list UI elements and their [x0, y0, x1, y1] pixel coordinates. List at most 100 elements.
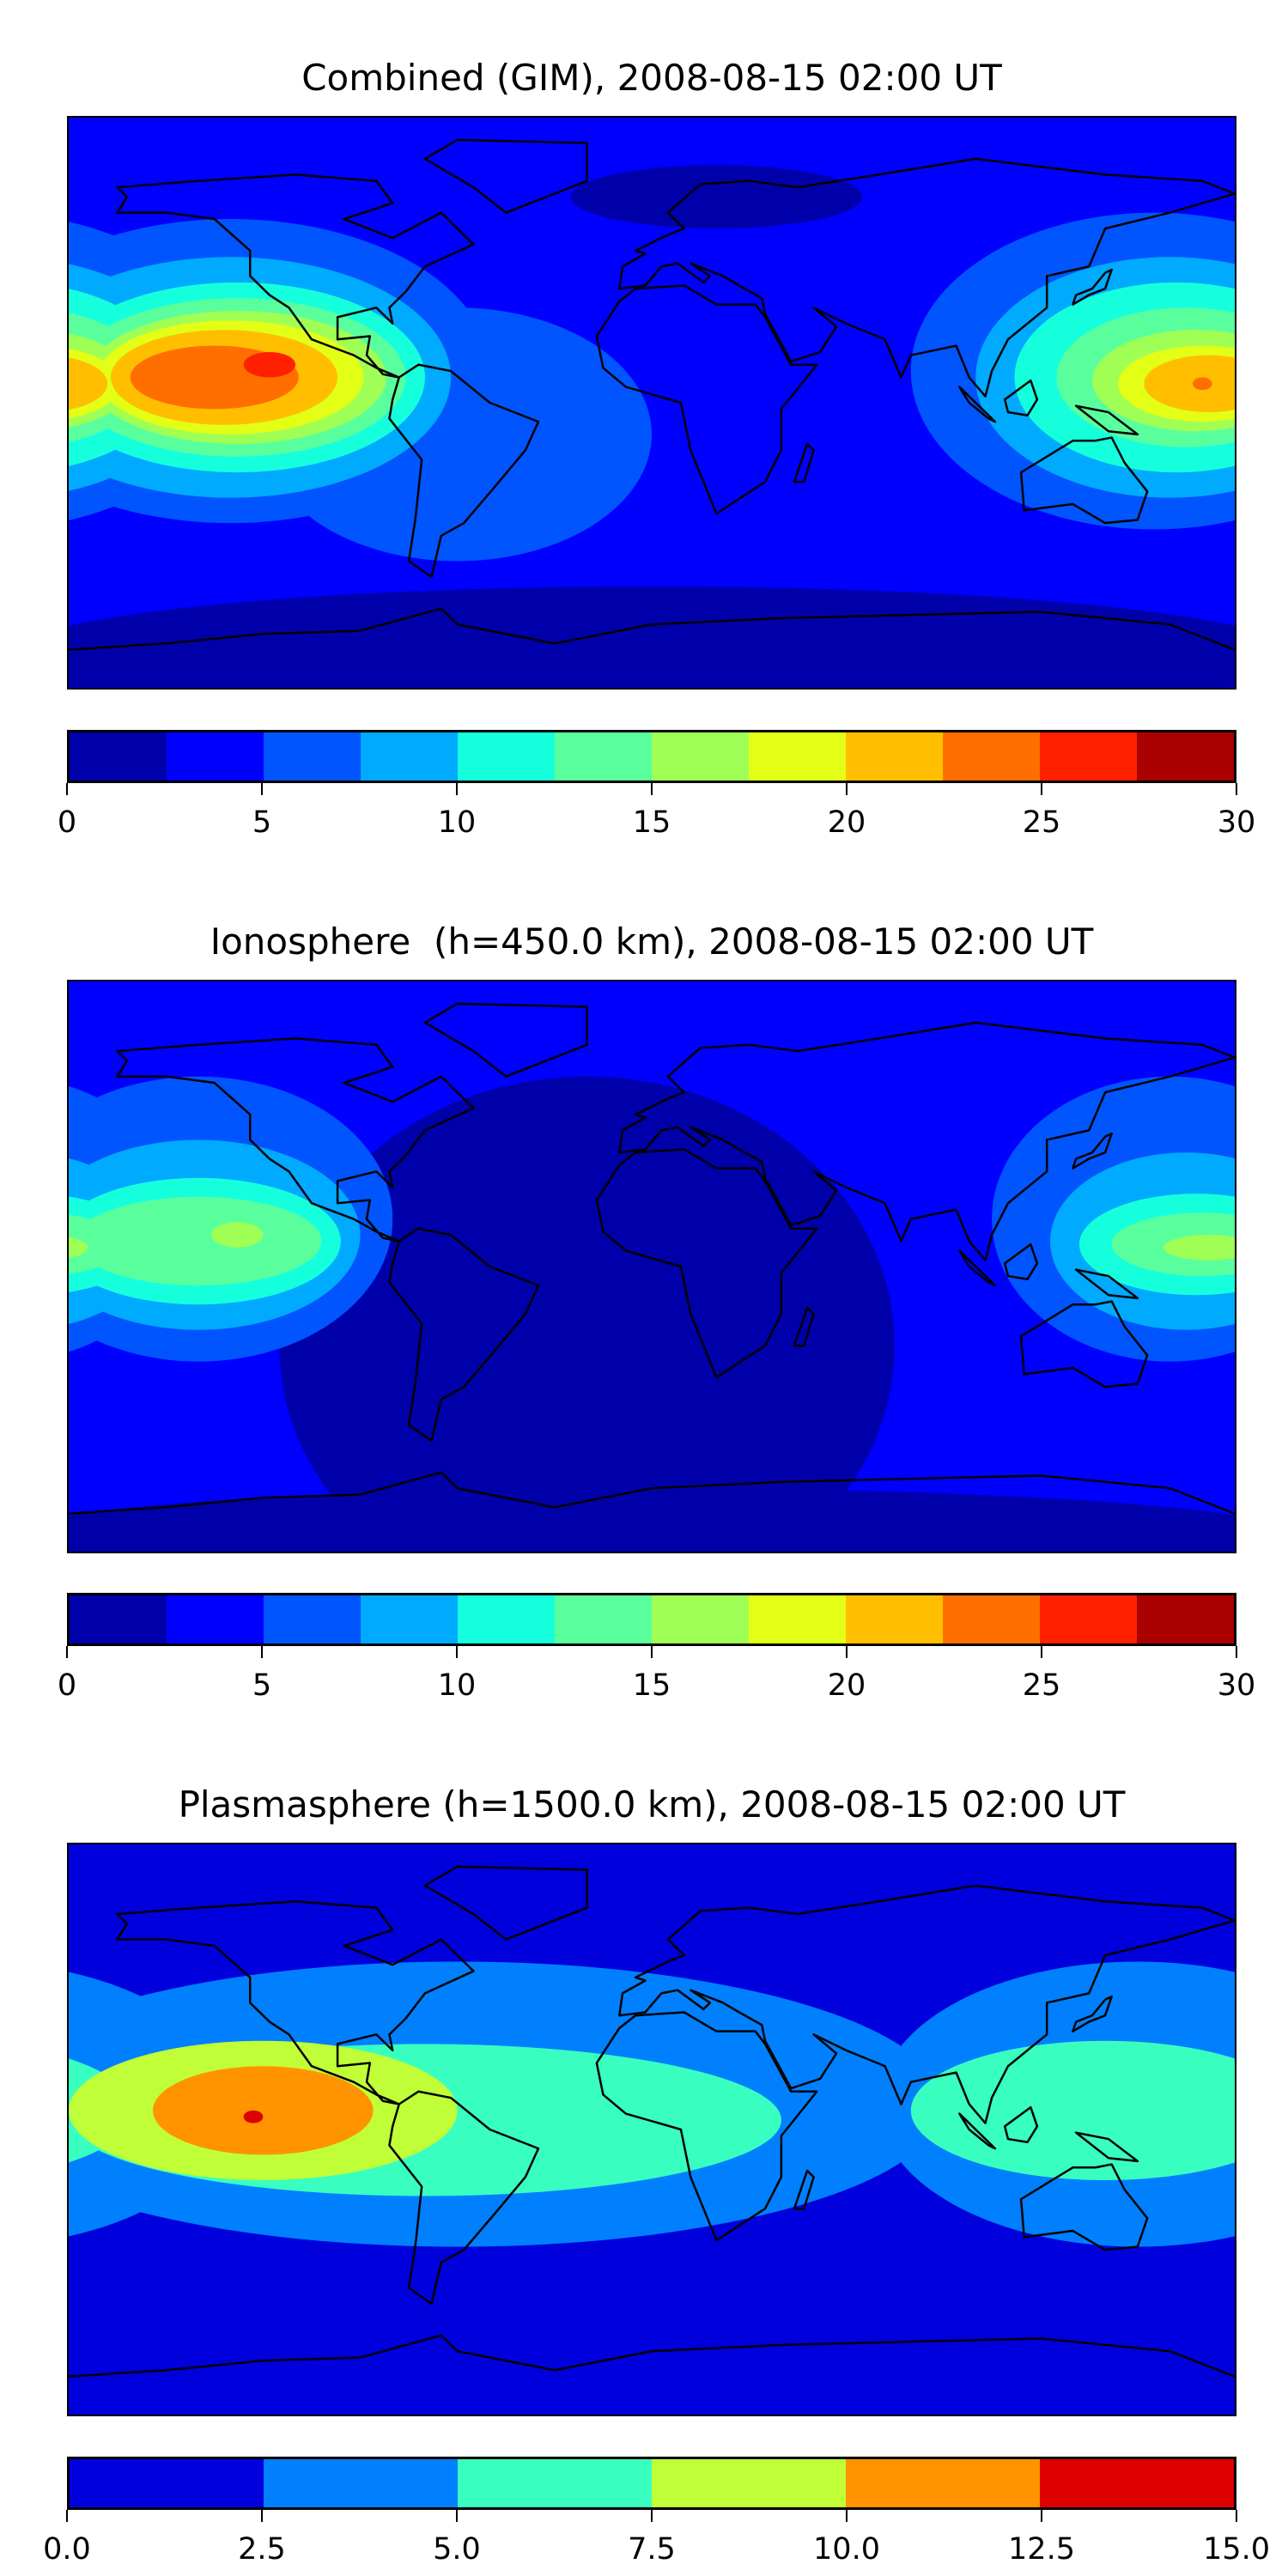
colorbar-segment [943, 1595, 1040, 1643]
coastline-japan [1072, 270, 1111, 305]
contour-region-level-6 [210, 1222, 264, 1248]
contour-region-level-6 [1163, 1235, 1235, 1261]
chart-title-combined: Combined (GIM), 2008-08-15 02:00 UT [301, 57, 1002, 99]
colorbar-segment [70, 2459, 264, 2507]
contour-region-level-5 [69, 1214, 127, 1274]
colorbar-segment [846, 732, 943, 781]
colorbar-segment [264, 1595, 361, 1643]
colorbar-tick [845, 783, 848, 795]
colorbar-tick [455, 1646, 458, 1658]
contour-region-level-5 [243, 2110, 264, 2123]
coastline-greenland [425, 140, 587, 213]
colorbar-segment [555, 1595, 652, 1643]
colorbar-ticks-combined: 0 5 10 15 20 25 30 [58, 783, 1255, 840]
coastline-australia [1021, 438, 1147, 524]
colorbar-segment [943, 732, 1040, 781]
coastline-japan [1072, 1996, 1111, 2032]
coastline-madagascar [794, 2171, 814, 2208]
coastline-new-guinea [1076, 2133, 1138, 2161]
colorbar-segment [652, 732, 749, 781]
coastline-borneo [1005, 1244, 1037, 1279]
map-plasmasphere [67, 1843, 1236, 2416]
colorbar-segment [70, 1595, 167, 1643]
coastline-africa [597, 2013, 817, 2241]
colorbar-segment [70, 732, 167, 781]
chart-title-plasmasphere: Plasmasphere (h=1500.0 km), 2008-08-15 0… [178, 1783, 1126, 1826]
colorbar-tick [845, 2510, 848, 2522]
coastline-south-america [389, 2092, 538, 2304]
colorbar-tick-label: 15 [632, 1668, 671, 1703]
colorbar-plasmasphere [67, 2457, 1236, 2510]
map-ionosphere [67, 980, 1236, 1553]
coastline-africa [597, 286, 817, 514]
colorbar-tick-label: 15 [632, 805, 671, 840]
colorbar-segment [167, 732, 264, 781]
colorbar-segment [1137, 1595, 1234, 1643]
coastline-australia [1021, 1302, 1147, 1388]
contour-region-level-0 [1170, 1515, 1235, 1552]
contour-region-level-0 [69, 1488, 1235, 1552]
coastline-madagascar [794, 444, 814, 482]
colorbar-tick-label: 5.0 [433, 2532, 481, 2567]
coastline-greenland [425, 1004, 587, 1077]
colorbar-tick [66, 1646, 68, 1658]
coastline-greenland [425, 1867, 587, 1940]
colorbar-tick [1236, 2510, 1237, 2522]
colorbar-tick-label: 2.5 [238, 2532, 286, 2567]
coastline-sumatra [959, 387, 994, 422]
colorbar-segment [361, 732, 458, 781]
colorbar-ticks-ionosphere: 0 5 10 15 20 25 30 [58, 1646, 1255, 1703]
coastline-new-guinea [1076, 1270, 1138, 1298]
colorbar-segment [264, 2459, 458, 2507]
colorbar-tick-label: 20 [827, 805, 866, 840]
colorbar-segment [846, 2459, 1040, 2507]
colorbar-segment [1040, 1595, 1137, 1643]
colorbar-tick-label: 30 [1217, 805, 1256, 840]
colorbar-tick-label: 30 [1217, 1668, 1256, 1703]
coastline-south-america [389, 365, 538, 577]
coastline-japan [1072, 1133, 1111, 1169]
colorbar-tick [651, 783, 653, 795]
colorbar-tick-label: 10 [437, 805, 477, 840]
coastline-borneo [1005, 2107, 1037, 2142]
colorbar-ticks-plasmasphere: 0.0 2.5 5.0 7.5 10.0 12.5 15.0 [43, 2510, 1270, 2567]
colorbar-tick [651, 1646, 653, 1658]
colorbar-tick-label: 25 [1022, 805, 1061, 840]
contour-region-level-6 [69, 1236, 88, 1258]
coastline-north-america [118, 174, 474, 377]
colorbar-tick [66, 2510, 68, 2522]
contour-region-level-8 [1144, 355, 1235, 413]
colorbar-segment [1040, 2459, 1234, 2507]
contour-region-level-8 [69, 357, 108, 410]
colorbar-tick-label: 0.0 [43, 2532, 91, 2567]
chart-title-ionosphere: Ionosphere (h=450.0 km), 2008-08-15 02:0… [210, 920, 1094, 963]
contour-region-level-10 [243, 351, 296, 378]
colorbar-tick [651, 2510, 653, 2522]
map-svg [69, 981, 1235, 1552]
contour-region-level-4 [153, 2066, 374, 2155]
colorbar-segment [652, 2459, 846, 2507]
colorbar-tick [1041, 1646, 1042, 1658]
coastline-north-america [118, 1038, 474, 1241]
coastline-north-america [118, 1901, 474, 2104]
coastline-madagascar [794, 1308, 814, 1346]
colorbar-tick [260, 2510, 263, 2522]
colorbar-tick [260, 1646, 263, 1658]
map-combined [67, 116, 1236, 690]
colorbar-tick [260, 783, 263, 795]
contour-region-level-9 [1192, 377, 1212, 391]
contour-region-level-0 [570, 165, 863, 229]
colorbar-segment [167, 1595, 264, 1643]
contour-region-level-0 [1170, 625, 1235, 687]
colorbar-segment [1137, 732, 1234, 781]
colorbar-segment [555, 732, 652, 781]
coastline-new-guinea [1076, 406, 1138, 434]
colorbar-tick-label: 12.5 [1008, 2532, 1075, 2567]
coastline-sumatra [959, 2114, 994, 2149]
colorbar-tick-label: 10.0 [813, 2532, 880, 2567]
colorbar-tick [455, 2510, 458, 2522]
colorbar-combined [67, 730, 1236, 783]
coastline-south-america [389, 1229, 538, 1441]
colorbar-tick [845, 1646, 848, 1658]
colorbar-segment [458, 1595, 555, 1643]
